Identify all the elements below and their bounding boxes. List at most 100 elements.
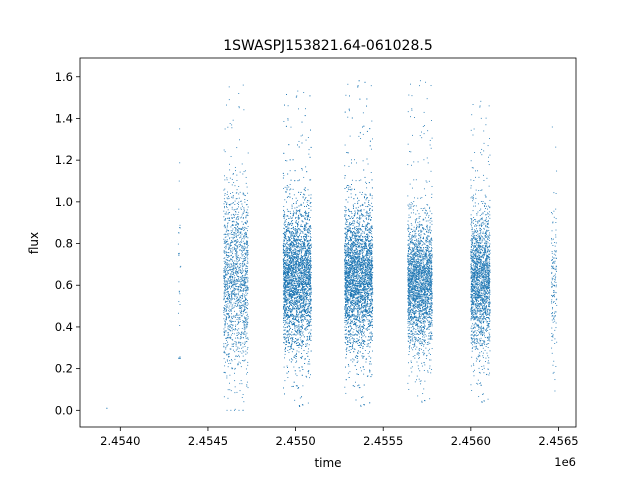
data-point [225,213,227,215]
data-point [288,265,289,267]
data-point [224,300,226,302]
data-point [223,307,225,309]
data-point [292,250,294,252]
data-point [244,195,246,197]
data-point [244,226,246,228]
data-point [237,329,238,331]
data-point [307,276,309,278]
data-point [226,310,227,311]
data-point [303,270,305,272]
data-point [241,241,243,243]
data-point [231,283,233,285]
data-point [229,238,230,240]
data-point [233,256,235,258]
data-point [292,255,294,257]
data-point [294,258,296,260]
data-point [244,285,246,286]
data-point [309,337,311,339]
data-point [310,239,311,241]
data-point [234,408,236,410]
data-point [284,304,286,305]
data-point [310,251,312,253]
data-point [235,329,237,331]
data-point [309,156,311,158]
data-point [231,269,233,271]
data-point [242,269,244,271]
data-point [309,259,311,261]
data-point [305,277,307,279]
data-point [297,273,299,275]
data-point [302,271,304,273]
data-point [225,250,227,252]
data-point [298,290,300,292]
data-point [302,297,303,299]
data-point [294,370,296,372]
data-point [305,375,307,377]
data-point [238,93,240,94]
data-point [234,263,236,265]
data-point [226,298,227,300]
data-point [244,170,246,172]
data-point [237,302,239,304]
data-point [290,179,292,181]
data-point [293,301,295,303]
data-point [237,301,239,303]
data-point [283,206,285,207]
data-point [233,272,235,273]
data-point [287,330,289,332]
data-point [294,253,295,255]
data-point [300,339,302,341]
data-point [306,249,308,251]
data-point [285,192,287,193]
data-point [300,265,302,267]
data-point [238,294,239,296]
data-point [229,311,231,313]
data-point [285,273,287,275]
data-point [295,341,297,343]
data-point [285,287,287,289]
data-point [294,322,296,323]
data-point [286,268,288,270]
data-point [228,314,230,316]
data-point [295,249,297,251]
data-point [285,300,287,302]
data-point [290,288,292,290]
data-point [232,237,234,239]
data-point [223,260,225,262]
data-point [310,263,311,265]
data-point [307,264,309,265]
data-point [289,184,291,185]
data-point [295,310,297,312]
data-point [293,304,295,306]
data-point [225,263,227,265]
data-point [239,286,241,288]
data-point [284,265,285,267]
data-point [224,351,226,353]
data-point [241,281,243,283]
data-point [288,323,290,325]
data-point [293,322,295,324]
data-point [285,269,287,271]
data-point [306,201,308,203]
data-point [305,274,307,276]
data-point [302,284,304,285]
data-point [310,194,312,196]
data-point [229,273,231,275]
data-point [234,367,236,369]
data-point [237,216,238,218]
data-point [228,273,229,275]
data-point [300,326,302,328]
data-point [244,282,246,284]
data-point [242,294,243,296]
data-point [286,94,287,95]
data-point [285,248,287,250]
data-point [290,274,292,276]
data-point [301,299,303,301]
data-point [310,307,312,308]
data-point [246,311,248,313]
data-point [306,261,308,263]
data-point [179,293,181,295]
data-point [237,342,239,344]
data-point [229,337,231,339]
data-point [282,214,284,216]
